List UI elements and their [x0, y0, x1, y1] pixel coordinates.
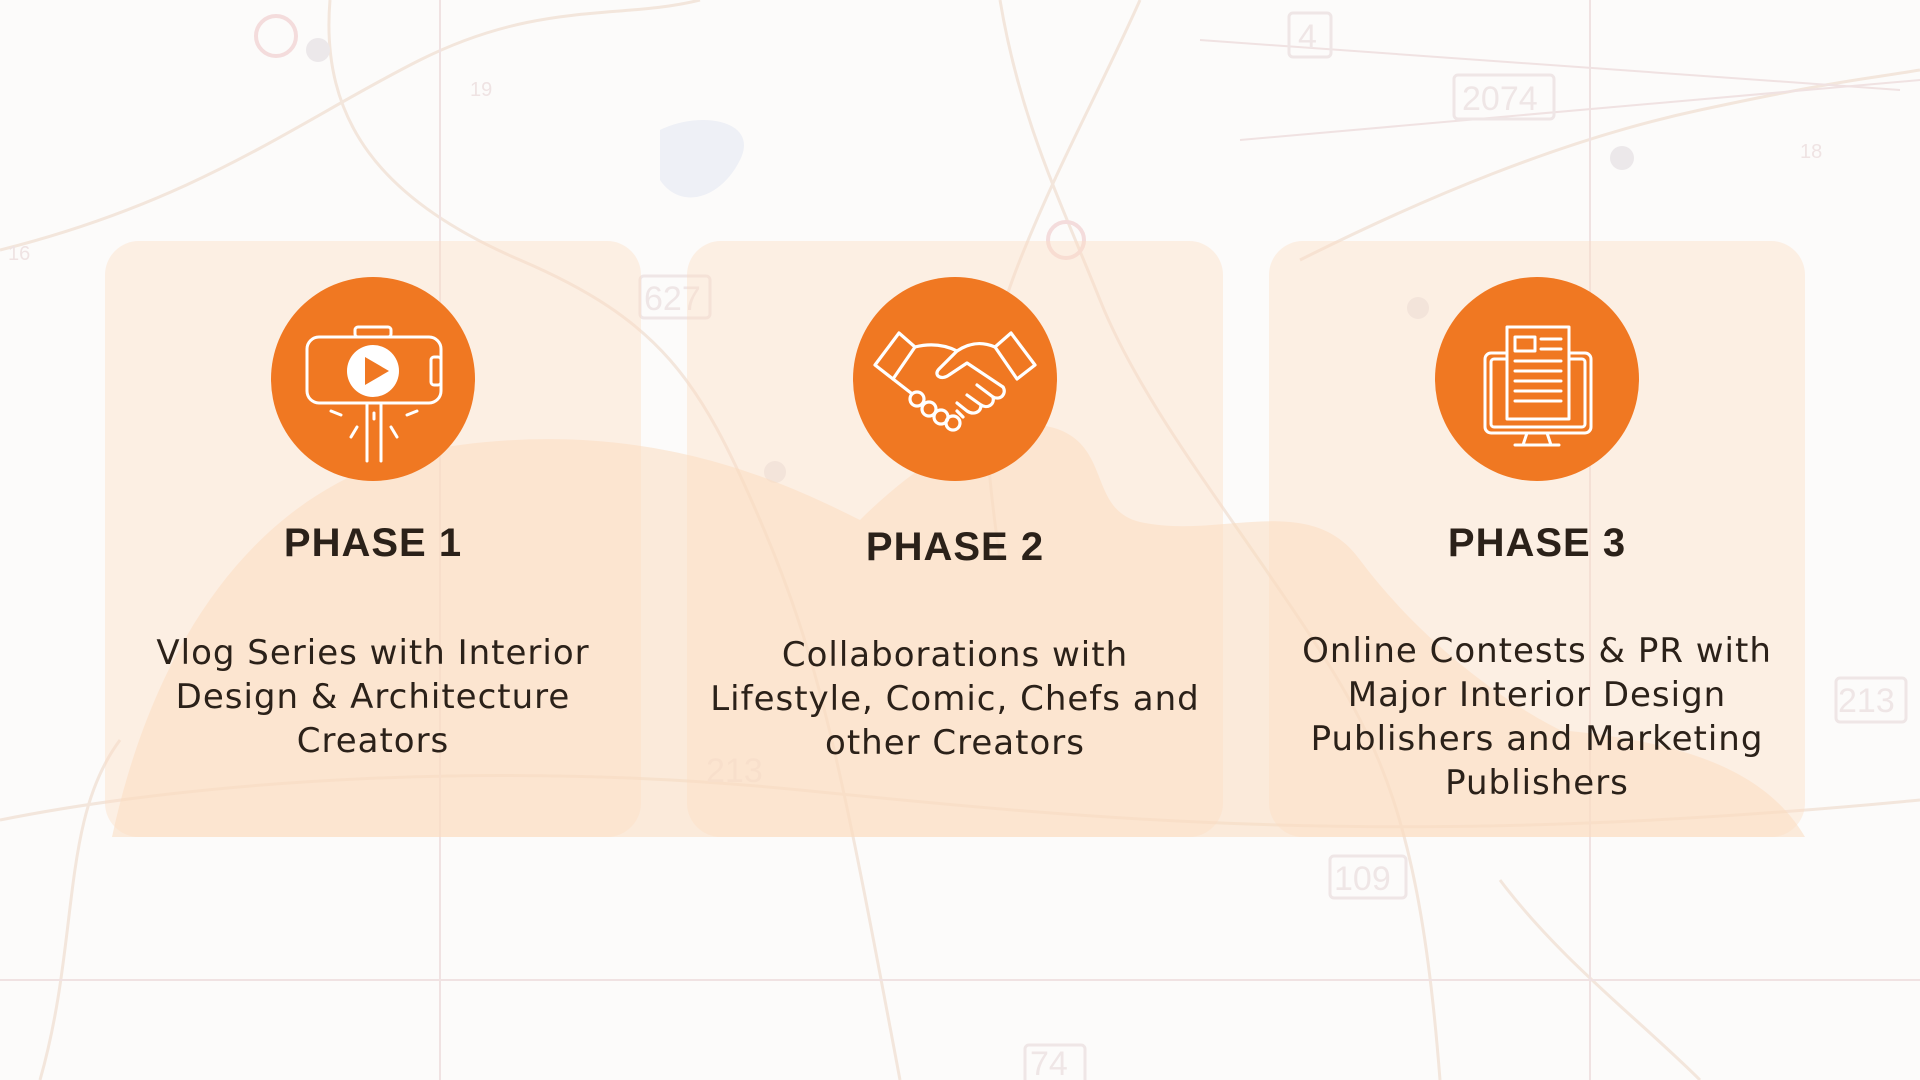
monitor-article-icon	[1483, 325, 1593, 447]
map-label: 16	[8, 243, 30, 265]
map-label: 19	[470, 79, 492, 101]
phase-3-icon-badge	[1435, 277, 1639, 481]
phase-1-icon-badge	[271, 277, 475, 481]
phase-title: PHASE 2	[865, 525, 1045, 569]
phase-card-1: PHASE 1 Vlog Series with Interior Design…	[105, 241, 641, 837]
phase-description: Vlog Series with Interior Design & Archi…	[156, 633, 590, 761]
map-label: 74	[1030, 1045, 1068, 1080]
phase-description: Collaborations with Lifestyle, Comic, Ch…	[710, 635, 1200, 763]
phase-title: PHASE 1	[283, 521, 463, 565]
map-label: 213	[1838, 682, 1895, 720]
phase-card-2: PHASE 2 Collaborations with Lifestyle, C…	[687, 241, 1223, 837]
map-label: 18	[1800, 141, 1822, 163]
map-label: 2074	[1462, 80, 1538, 118]
map-label: 109	[1334, 860, 1391, 898]
selfie-stick-video-icon	[305, 325, 443, 463]
phase-2-icon-badge	[853, 277, 1057, 481]
phase-card-3: PHASE 3 Online Contests & PR with Major …	[1269, 241, 1805, 837]
phase-title: PHASE 3	[1447, 521, 1627, 565]
phase-description: Online Contests & PR with Major Interior…	[1302, 631, 1772, 803]
map-label: 4	[1298, 18, 1317, 56]
handshake-icon	[873, 331, 1037, 432]
map-label: 627	[644, 280, 701, 318]
